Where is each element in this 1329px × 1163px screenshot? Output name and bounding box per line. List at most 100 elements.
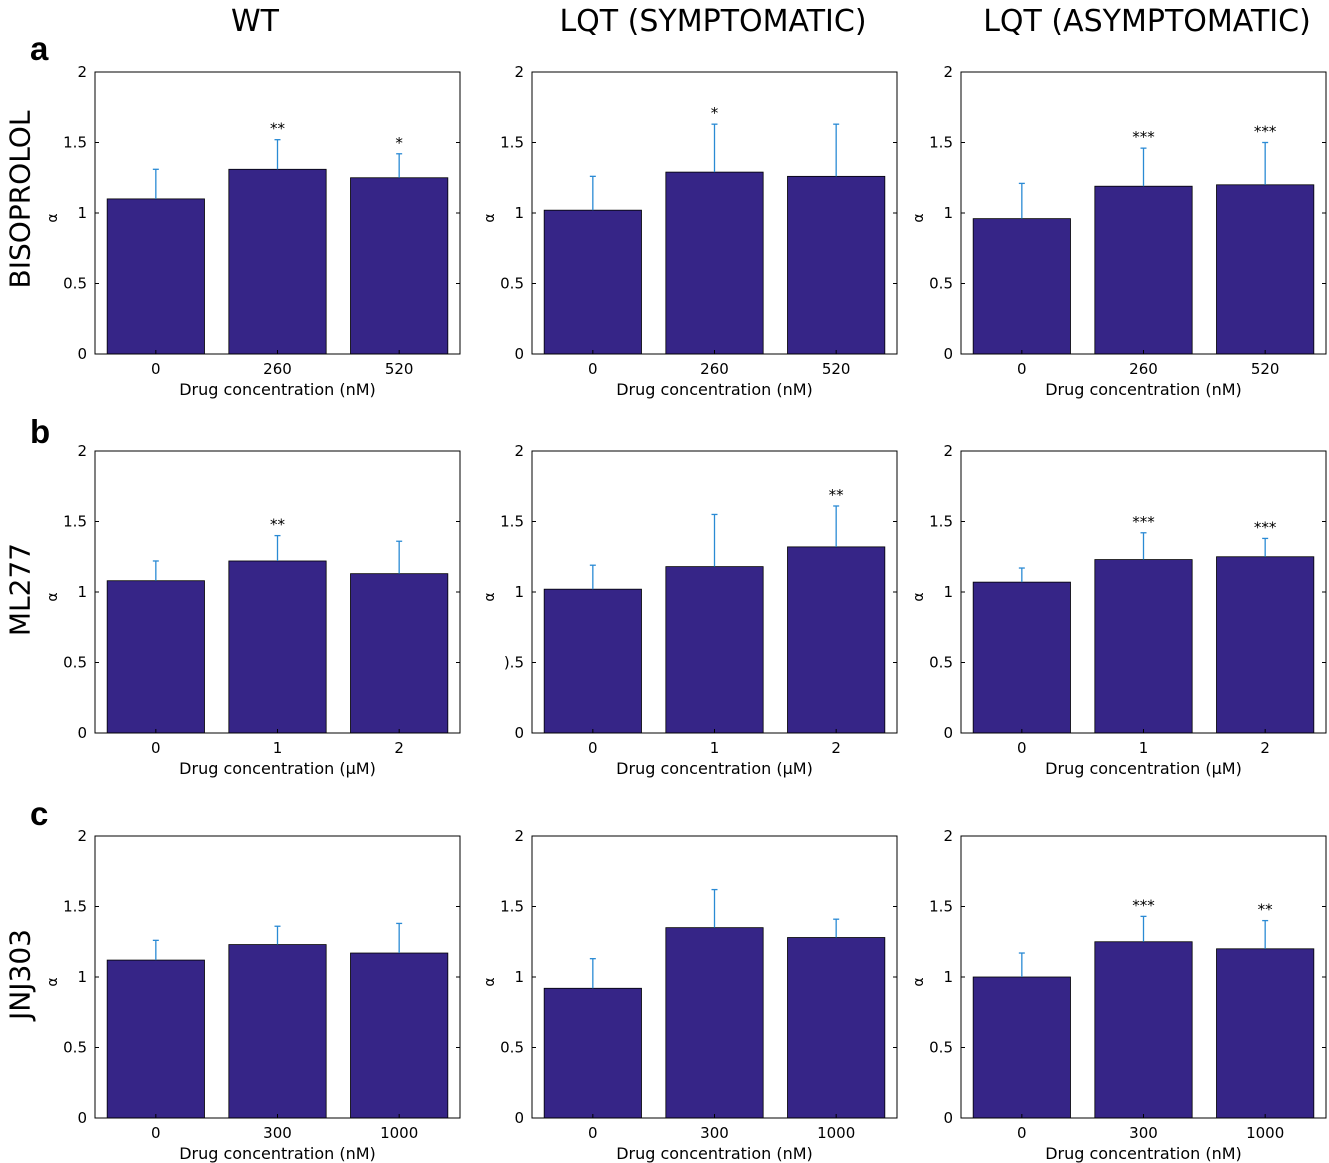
y-tick-label: 1.5 [500, 898, 524, 916]
drug-label-bisoprolol: BISOPROLOL [3, 110, 37, 289]
y-tick-label: 2 [514, 827, 524, 845]
y-tick-label: 2 [943, 63, 953, 81]
y-axis-label: α [911, 977, 927, 986]
y-tick-label: 0.5 [929, 275, 953, 293]
y-tick-label: 2 [77, 63, 87, 81]
significance-label: *** [1132, 513, 1155, 531]
significance-label: * [711, 104, 719, 122]
drug-label-ml277: ML277 [3, 542, 37, 637]
y-tick-label: ).5 [504, 654, 524, 672]
y-tick-label: 1 [77, 204, 87, 222]
x-tick-label: 260 [1129, 360, 1158, 378]
bar [972, 218, 1071, 355]
drug-label-jnj303: JNJ303 [3, 929, 37, 1020]
bar [350, 573, 449, 734]
y-tick-label: 0.5 [63, 1039, 87, 1057]
axes-box [94, 835, 461, 1119]
significance-label: *** [1254, 518, 1277, 536]
y-axis-label: α [911, 213, 927, 222]
bar [106, 959, 205, 1119]
y-tick-label: 1.5 [929, 898, 953, 916]
y-tick-label: 0 [943, 1109, 953, 1127]
y-tick-label: 1 [77, 583, 87, 601]
x-tick-label: 0 [588, 739, 598, 757]
bar [543, 987, 642, 1119]
x-tick-label: 1 [710, 739, 720, 757]
x-axis-label: Drug concentration (μM) [179, 759, 376, 778]
x-tick-label: 0 [151, 1124, 161, 1142]
row-label-c: c [30, 795, 49, 832]
bar [1094, 185, 1193, 355]
x-tick-label: 0 [1017, 360, 1027, 378]
y-tick-label: 1.5 [500, 134, 524, 152]
bar [228, 560, 327, 734]
bar [665, 566, 764, 734]
axes-box [960, 450, 1327, 734]
y-axis-label: α [482, 213, 498, 222]
x-axis-label: Drug concentration (μM) [616, 759, 813, 778]
bar [106, 198, 205, 355]
bar [543, 209, 642, 355]
significance-label: *** [1132, 896, 1155, 914]
bar [350, 952, 449, 1119]
x-tick-label: 2 [394, 739, 404, 757]
y-axis-label: α [482, 592, 498, 601]
x-tick-label: 520 [385, 360, 414, 378]
bar [1216, 948, 1315, 1119]
axes-box [94, 71, 461, 355]
y-tick-label: 1 [514, 968, 524, 986]
x-tick-label: 2 [1260, 739, 1270, 757]
bar [228, 168, 327, 355]
x-axis-label: Drug concentration (nM) [1045, 380, 1242, 399]
x-tick-label: 1 [273, 739, 283, 757]
x-tick-label: 1 [1139, 739, 1149, 757]
x-tick-label: 520 [1251, 360, 1280, 378]
x-tick-label: 0 [588, 1124, 598, 1142]
bar [787, 546, 886, 734]
row-label-a: a [30, 30, 49, 67]
y-axis-label: α [911, 592, 927, 601]
x-tick-label: 1000 [1246, 1124, 1284, 1142]
y-tick-label: 0 [943, 345, 953, 363]
axes-box [960, 835, 1327, 1119]
y-tick-label: 0 [514, 345, 524, 363]
x-axis-label: Drug concentration (nM) [616, 380, 813, 399]
y-tick-label: 1 [514, 583, 524, 601]
x-tick-label: 300 [1129, 1124, 1158, 1142]
axes-box [94, 450, 461, 734]
row-label-b: b [30, 413, 51, 450]
y-tick-label: 0.5 [63, 654, 87, 672]
y-tick-label: 1.5 [500, 513, 524, 531]
y-axis-label: α [45, 213, 61, 222]
y-tick-label: 2 [514, 63, 524, 81]
x-tick-label: 300 [700, 1124, 729, 1142]
bar [787, 175, 886, 355]
x-tick-label: 0 [1017, 739, 1027, 757]
y-tick-label: 2 [514, 442, 524, 460]
y-axis-label: α [45, 592, 61, 601]
y-tick-label: 1 [514, 204, 524, 222]
bar [1094, 941, 1193, 1119]
y-tick-label: 1.5 [929, 513, 953, 531]
significance-label: * [395, 134, 403, 152]
x-axis-label: Drug concentration (nM) [179, 380, 376, 399]
y-tick-label: 2 [943, 827, 953, 845]
bar-chart-panel: 0 *** 300 ** 1000 0 0.5 1 1.5 2 α Drug concentratio… [911, 827, 1327, 1163]
significance-label: ** [829, 486, 845, 504]
y-tick-label: 0 [514, 724, 524, 742]
bar-chart-panel: 0 ** 1 2 0 0.5 1 1.5 2 α Drug concentration (μM) [45, 442, 461, 778]
bar-chart-panel: 0 *** 260 *** 520 0 0.5 1 1.5 2 α Drug concentratio… [911, 63, 1327, 399]
y-axis-label: α [482, 977, 498, 986]
bar-chart-panel: 0 *** 1 *** 2 0 0.5 1 1.5 2 α Drug concentration (μ… [911, 442, 1327, 778]
axes-box [531, 71, 898, 355]
bar [972, 976, 1071, 1119]
y-tick-label: 0 [943, 724, 953, 742]
y-tick-label: 1.5 [63, 898, 87, 916]
x-tick-label: 0 [1017, 1124, 1027, 1142]
axes-box [531, 450, 898, 734]
x-tick-label: 520 [822, 360, 851, 378]
x-tick-label: 1000 [817, 1124, 855, 1142]
x-axis-label: Drug concentration (nM) [1045, 1144, 1242, 1163]
bar-chart-panel: 0 * 260 520 0 0.5 1 1.5 2 α Drug concentration (nM… [482, 63, 898, 399]
bar [1216, 184, 1315, 355]
